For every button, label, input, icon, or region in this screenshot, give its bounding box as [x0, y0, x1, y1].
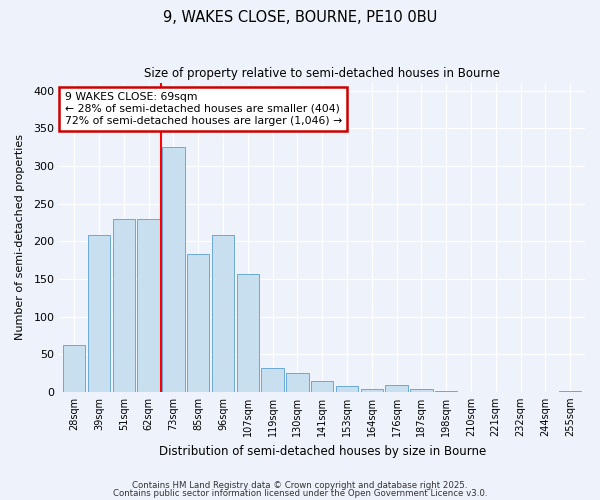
Bar	[361, 389, 383, 392]
Bar	[63, 345, 85, 392]
X-axis label: Distribution of semi-detached houses by size in Bourne: Distribution of semi-detached houses by …	[158, 444, 486, 458]
Bar	[286, 373, 308, 392]
Bar	[162, 147, 185, 392]
Bar	[385, 385, 408, 392]
Bar	[262, 368, 284, 392]
Bar	[187, 254, 209, 392]
Bar	[236, 274, 259, 392]
Text: Contains public sector information licensed under the Open Government Licence v3: Contains public sector information licen…	[113, 488, 487, 498]
Y-axis label: Number of semi-detached properties: Number of semi-detached properties	[15, 134, 25, 340]
Bar	[410, 389, 433, 392]
Title: Size of property relative to semi-detached houses in Bourne: Size of property relative to semi-detach…	[144, 68, 500, 80]
Bar	[435, 391, 457, 392]
Bar	[311, 380, 334, 392]
Bar	[88, 235, 110, 392]
Bar	[336, 386, 358, 392]
Text: 9 WAKES CLOSE: 69sqm
← 28% of semi-detached houses are smaller (404)
72% of semi: 9 WAKES CLOSE: 69sqm ← 28% of semi-detac…	[65, 92, 342, 126]
Bar	[559, 391, 581, 392]
Text: 9, WAKES CLOSE, BOURNE, PE10 0BU: 9, WAKES CLOSE, BOURNE, PE10 0BU	[163, 10, 437, 25]
Bar	[212, 235, 234, 392]
Bar	[137, 218, 160, 392]
Text: Contains HM Land Registry data © Crown copyright and database right 2025.: Contains HM Land Registry data © Crown c…	[132, 481, 468, 490]
Bar	[113, 218, 135, 392]
